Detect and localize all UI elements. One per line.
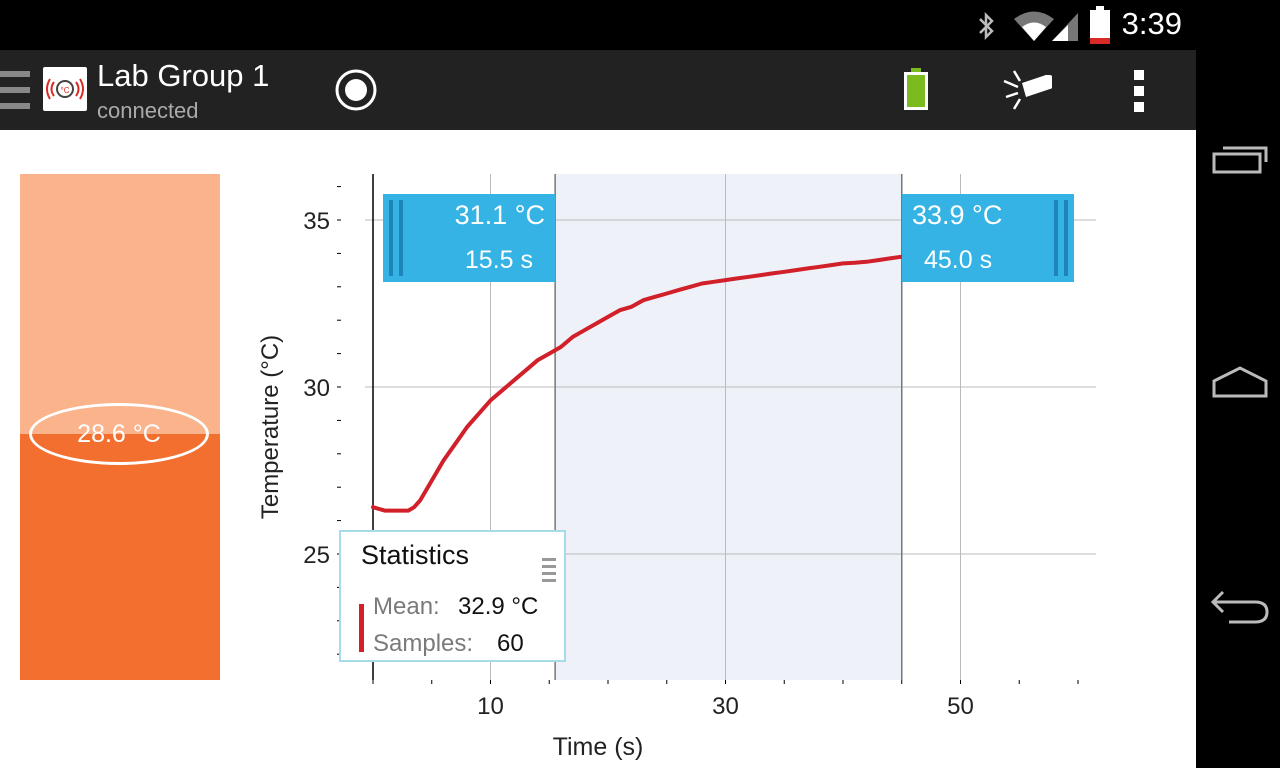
- x-tick-label: 10: [477, 693, 504, 720]
- signal-icon: [1052, 13, 1078, 41]
- x-axis-label: Time (s): [553, 733, 644, 761]
- recent-apps-icon[interactable]: [1211, 142, 1269, 176]
- temperature-chart[interactable]: 10 30 50 25 30 35 Time (s) Temperature (°C): [0, 130, 1196, 768]
- start-temperature: 31.1 °C: [454, 200, 545, 230]
- x-tick-label: 30: [712, 693, 739, 720]
- status-bar: 3:39: [0, 0, 1196, 50]
- sensor-battery-icon[interactable]: [902, 68, 930, 112]
- temperature-gauge: 28.6 °C: [20, 174, 220, 680]
- back-icon[interactable]: [1209, 586, 1271, 628]
- statistics-title: Statistics: [361, 540, 470, 570]
- flashlight-icon[interactable]: [1002, 67, 1054, 113]
- y-tick-label: 25: [303, 542, 330, 569]
- clock: 3:39: [1121, 6, 1182, 41]
- svg-text:°C: °C: [61, 86, 70, 95]
- start-time: 15.5 s: [464, 246, 533, 274]
- app-bar: °C Lab Group 1 connected: [0, 50, 1196, 130]
- record-icon[interactable]: [333, 67, 379, 113]
- mean-value: 32.9 °C: [458, 593, 539, 620]
- end-time: 45.0 s: [924, 246, 993, 274]
- samples-label: Samples:: [373, 630, 474, 657]
- series-color-swatch: [359, 604, 364, 652]
- samples-value: 60: [497, 630, 524, 657]
- connection-status: connected: [97, 98, 199, 123]
- bluetooth-icon: [979, 11, 994, 41]
- battery-icon: [1090, 6, 1110, 44]
- overflow-menu-icon[interactable]: [1132, 68, 1146, 114]
- drag-handle-icon[interactable]: [389, 200, 403, 276]
- home-icon[interactable]: [1211, 364, 1269, 400]
- selection-start-marker[interactable]: 31.1 °C 15.5 s: [383, 194, 555, 282]
- y-tick-label: 30: [303, 375, 330, 402]
- menu-icon[interactable]: [0, 69, 32, 113]
- gauge-empty: [20, 174, 220, 434]
- selection-region[interactable]: [555, 174, 902, 680]
- x-tick-label: 50: [947, 693, 974, 720]
- drag-handle-icon[interactable]: [1054, 200, 1068, 276]
- gauge-fill: [20, 434, 220, 680]
- app-logo-icon[interactable]: °C: [43, 67, 87, 111]
- statistics-panel[interactable]: Statistics Mean: 32.9 °C Samples: 60: [339, 530, 566, 662]
- main-content: 28.6 °C 10 30 50 25 30 35 Time (s) Temperatu…: [0, 130, 1196, 768]
- y-axis-label: Temperature (°C): [257, 335, 284, 519]
- current-reading: 28.6 °C: [29, 403, 209, 465]
- selection-end-marker[interactable]: 33.9 °C 45.0 s: [902, 194, 1074, 282]
- wifi-icon: [1014, 11, 1054, 41]
- temperature-series-line: [371, 254, 904, 513]
- mean-label: Mean:: [373, 593, 440, 620]
- drag-handle-icon[interactable]: [542, 558, 556, 586]
- end-temperature: 33.9 °C: [912, 200, 1003, 230]
- y-tick-label: 35: [303, 208, 330, 235]
- page-title: Lab Group 1: [97, 58, 270, 93]
- navigation-bar: [1196, 0, 1280, 768]
